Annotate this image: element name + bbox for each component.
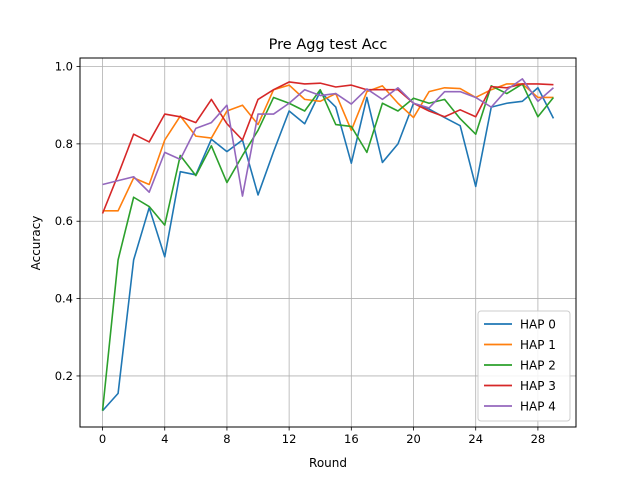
y-tick-label: 1.0 [55,60,73,74]
x-tick-label: 12 [282,432,297,446]
series-line-hap-0 [101,86,555,412]
legend: HAP 0 HAP 1 HAP 2 HAP 3 HAP 4 [477,310,571,422]
legend-label: HAP 4 [520,400,556,414]
grid [80,58,576,427]
y-axis-label: Accuracy [29,216,43,271]
x-axis-label: Round [309,456,347,470]
series-line-hap-3 [101,81,554,214]
x-tick-label: 8 [223,432,230,446]
legend-label: HAP 3 [520,379,556,393]
x-tick-label: 20 [406,432,421,446]
series-line-hap-2 [101,83,555,411]
y-tick-label: 0.2 [55,369,73,383]
y-tick-label: 0.6 [55,214,73,228]
x-tick-label: 28 [531,432,546,446]
legend-label: HAP 1 [520,338,556,352]
series-line-hap-1 [102,83,554,212]
x-tick-label: 16 [344,432,359,446]
legend-label: HAP 2 [520,359,556,373]
x-tick-label: 24 [468,432,483,446]
y-tick-label: 0.8 [55,137,73,151]
chart-title: Pre Agg test Acc [269,37,388,53]
axis-ticks: 0 4 8 12 16 20 24 28 0.2 0.4 0.6 0.8 1.0 [55,60,546,446]
legend-label: HAP 0 [520,318,556,332]
y-tick-label: 0.4 [55,292,73,306]
series-lines [101,78,555,412]
legend-box [477,310,571,422]
series-line-hap-4 [102,78,554,197]
x-tick-label: 4 [161,432,168,446]
plot-frame [79,57,577,428]
x-tick-label: 0 [99,432,106,446]
